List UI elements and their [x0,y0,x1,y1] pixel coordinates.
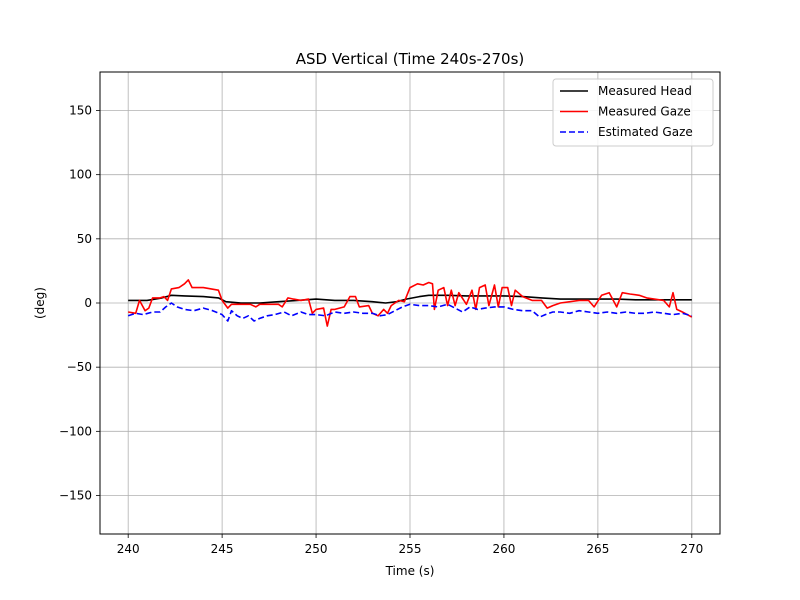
x-tick-label: 250 [305,542,328,556]
series-line-2 [128,279,693,327]
x-tick-label: 260 [492,542,515,556]
y-tick-label: 0 [84,296,92,310]
x-tick-label: 265 [586,542,609,556]
x-axis-label: Time (s) [385,564,435,578]
chart-title: ASD Vertical (Time 240s-270s) [296,50,525,68]
legend-label-1: Measured Head [598,84,692,98]
y-tick-label: −150 [59,489,92,503]
tick-marks [96,110,693,538]
x-tick-label: 255 [399,542,422,556]
y-tick-label: −100 [59,424,92,438]
y-tick-label: 100 [69,168,92,182]
y-tick-label: −50 [67,360,92,374]
x-tick-label: 240 [117,542,140,556]
grid [100,72,720,534]
legend-label-3: Estimated Gaze [598,125,693,139]
y-tick-label: 150 [69,104,92,118]
series-line-3 [127,302,693,322]
y-axis-label: (deg) [33,287,47,319]
legend-box [552,78,714,147]
legend-label-2: Measured Gaze [598,105,691,119]
y-tick-label: 50 [77,232,92,246]
legend: Measured Head Measured Gaze Estimated Gaze [552,78,714,147]
plot-area [127,279,693,327]
x-tick-label: 245 [211,542,234,556]
x-tick-label: 270 [680,542,703,556]
